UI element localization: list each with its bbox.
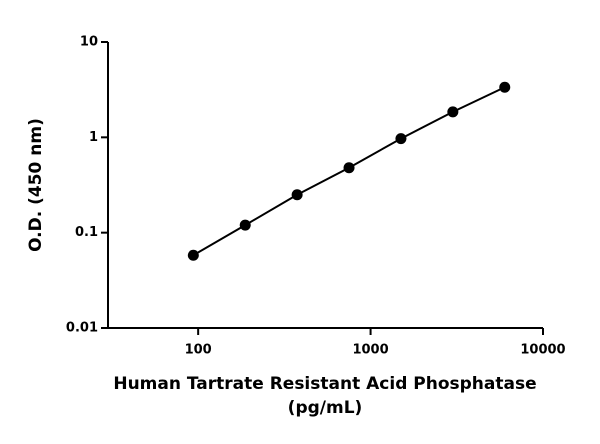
x-tick-label: 10000 [520, 343, 565, 358]
data-point [343, 162, 355, 174]
data-point [395, 133, 407, 145]
data-point [499, 81, 511, 93]
y-tick-label: 0.01 [66, 321, 98, 336]
x-axis-title: (pg/mL) [288, 398, 363, 418]
x-tick-label: 100 [185, 343, 212, 358]
x-axis-title: Human Tartrate Resistant Acid Phosphatas… [113, 374, 536, 394]
data-point [187, 249, 199, 261]
data-point [447, 106, 459, 118]
y-tick-label: 0.1 [75, 225, 98, 240]
data-point [239, 219, 251, 231]
x-tick-label: 1000 [352, 343, 388, 358]
data-point [291, 189, 303, 201]
y-tick-label: 1 [89, 130, 98, 145]
y-tick-label: 10 [80, 35, 98, 50]
y-axis-title: O.D. (450 nm) [26, 118, 46, 252]
